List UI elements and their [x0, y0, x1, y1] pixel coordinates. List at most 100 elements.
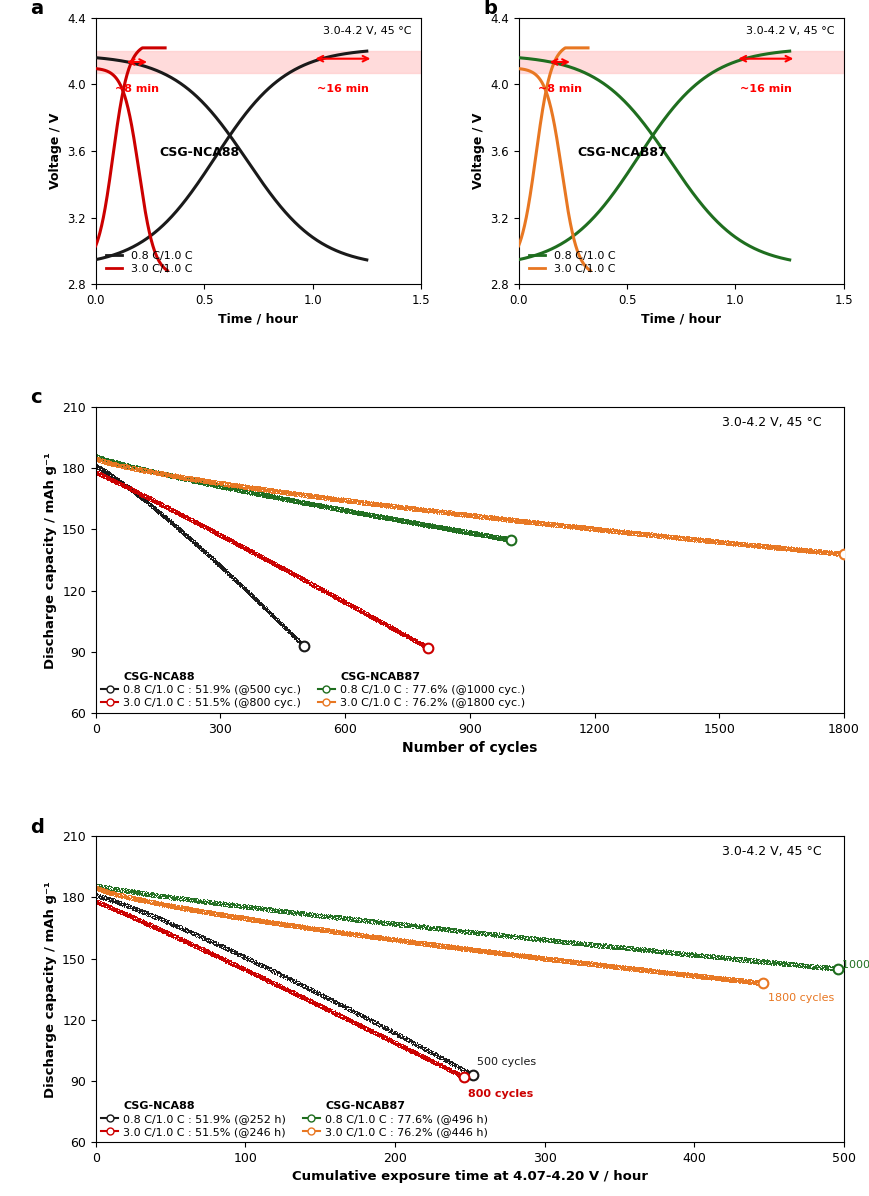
Point [291, 483, 305, 502]
Point [101, 454, 115, 474]
Point [650, 527, 664, 547]
Point [397, 1029, 411, 1048]
Point [417, 637, 431, 657]
Point [361, 506, 375, 525]
Point [339, 910, 353, 929]
Point [743, 974, 757, 993]
Point [98, 875, 112, 895]
Point [201, 893, 215, 913]
Point [368, 1024, 381, 1043]
Point [731, 535, 745, 554]
Point [598, 519, 612, 538]
Point [409, 934, 423, 953]
Point [565, 518, 579, 537]
Point [574, 518, 588, 537]
Point [296, 637, 310, 657]
Point [667, 963, 680, 982]
Point [561, 517, 574, 536]
Point [428, 500, 441, 519]
Point [335, 499, 348, 518]
Point [95, 448, 109, 468]
Point [536, 512, 550, 531]
Point [322, 581, 335, 600]
Point [442, 921, 456, 940]
Point [505, 945, 519, 964]
Point [534, 950, 547, 969]
Point [313, 495, 327, 514]
Point [287, 915, 301, 934]
Point [177, 932, 191, 951]
Point [182, 898, 196, 917]
Point [274, 965, 288, 984]
Point [387, 622, 401, 641]
Point [276, 617, 290, 636]
Point [90, 891, 103, 910]
Point [670, 530, 684, 549]
Point [394, 914, 408, 933]
Point [693, 532, 707, 551]
Point [143, 489, 157, 508]
Point [180, 506, 194, 525]
Point [452, 504, 466, 523]
Point [182, 466, 196, 486]
Point [423, 1051, 437, 1070]
Point [258, 958, 272, 977]
Point [279, 914, 293, 933]
Point [202, 472, 216, 492]
Point [596, 935, 610, 954]
Point [176, 901, 189, 920]
Point [454, 519, 468, 538]
Point [175, 466, 189, 486]
Point [304, 990, 318, 1009]
Point [270, 488, 284, 507]
Point [161, 896, 175, 915]
Point [416, 500, 430, 519]
Point [341, 925, 355, 944]
Point [410, 500, 424, 519]
Point [743, 535, 757, 554]
Point [460, 1061, 474, 1080]
Point [643, 942, 657, 962]
Point [507, 926, 521, 945]
Point [250, 591, 264, 610]
Point [416, 634, 430, 653]
Point [100, 470, 114, 489]
Point [657, 524, 671, 543]
Text: 3.0-4.2 V, 45 °C: 3.0-4.2 V, 45 °C [322, 26, 411, 36]
Point [100, 453, 114, 472]
Point [423, 515, 437, 535]
Point [454, 1066, 468, 1085]
Point [746, 537, 760, 556]
Point [591, 518, 605, 537]
Point [362, 495, 375, 514]
Point [454, 922, 468, 941]
Point [196, 903, 210, 922]
Point [741, 970, 755, 989]
Point [94, 451, 108, 470]
Point [122, 905, 136, 925]
Point [537, 512, 551, 531]
Point [676, 964, 690, 983]
Point [459, 504, 473, 523]
Point [328, 585, 342, 604]
Point [178, 932, 192, 951]
Point [219, 561, 233, 580]
Point [271, 559, 285, 578]
Point [530, 929, 544, 948]
Point [207, 947, 221, 966]
Point [116, 457, 129, 476]
Point [333, 910, 347, 929]
Point [336, 925, 350, 944]
Point [150, 465, 164, 484]
Point [428, 501, 441, 520]
Point [619, 521, 633, 541]
Point [289, 566, 303, 585]
Point [468, 507, 482, 526]
Point [236, 909, 250, 928]
Point [110, 878, 124, 897]
Point [355, 926, 368, 945]
Point [215, 903, 229, 922]
Point [308, 496, 322, 515]
Point [210, 525, 224, 544]
Point [143, 488, 156, 507]
